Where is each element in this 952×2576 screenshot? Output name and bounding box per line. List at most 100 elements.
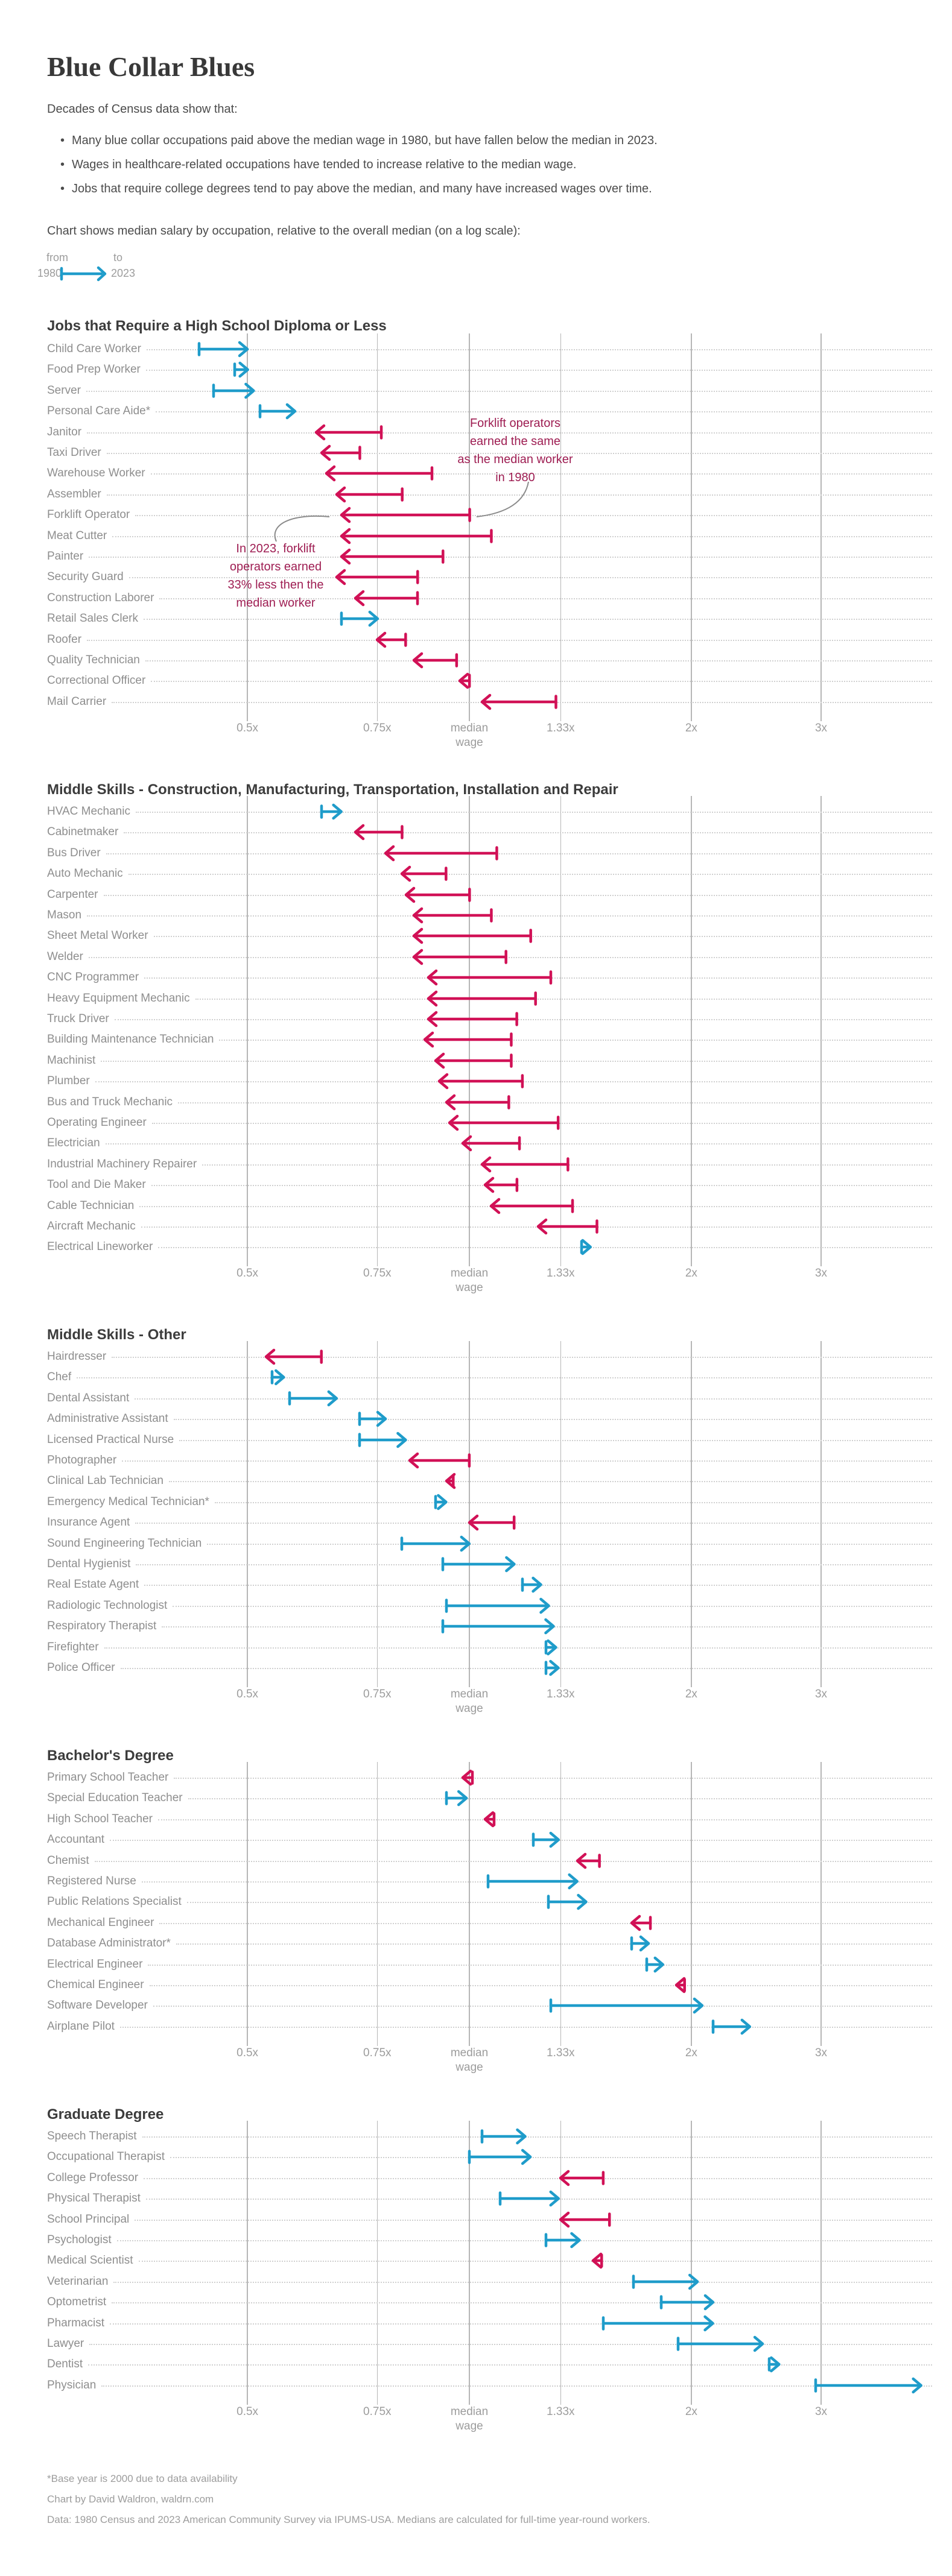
annotation-connector-2023 bbox=[274, 516, 330, 542]
occupation-label: Taxi Driver bbox=[47, 446, 101, 459]
trend-arrow-down bbox=[427, 1011, 519, 1028]
occupation-row: Roofer bbox=[0, 630, 932, 650]
occupation-row: Physical Therapist bbox=[0, 2188, 932, 2209]
axis-tick-label: 1.33x bbox=[547, 1688, 575, 1700]
occupation-label: Accountant bbox=[47, 1833, 105, 1846]
trend-arrow-down bbox=[480, 693, 557, 710]
trend-arrow-up bbox=[258, 403, 297, 420]
occupation-label: Speech Therapist bbox=[47, 2130, 137, 2142]
occupation-label: Firefighter bbox=[47, 1640, 99, 1653]
occupation-label: Industrial Machinery Repairer bbox=[47, 1157, 197, 1170]
trend-arrow-up bbox=[544, 1639, 557, 1655]
occupation-label: Registered Nurse bbox=[47, 1875, 136, 1887]
bullet-item: • Many blue collar occupations paid above… bbox=[60, 134, 658, 148]
row-leader-dots bbox=[77, 1377, 932, 1379]
trend-arrow-up bbox=[711, 2018, 751, 2035]
axis-tick-label: 0.5x bbox=[236, 2046, 259, 2059]
occupation-label: Server bbox=[47, 384, 81, 397]
occupation-label: Licensed Practical Nurse bbox=[47, 1433, 174, 1446]
occupation-row: Machinist bbox=[0, 1050, 932, 1071]
row-leader-dots bbox=[110, 1840, 932, 1842]
occupation-row: High School Teacher bbox=[0, 1809, 932, 1829]
occupation-row: School Principal bbox=[0, 2209, 932, 2230]
trend-arrow-down bbox=[630, 1915, 652, 1931]
gridline-2x bbox=[691, 1762, 692, 2046]
row-leader-dots bbox=[135, 2219, 932, 2221]
trend-arrow-down bbox=[462, 1135, 521, 1152]
occupation-row: Veterinarian bbox=[0, 2271, 932, 2292]
occupation-label: HVAC Mechanic bbox=[47, 805, 130, 818]
row-leader-dots bbox=[112, 1357, 932, 1358]
annotation-line: as the median worker bbox=[457, 453, 573, 466]
row-leader-dots bbox=[119, 2026, 932, 2028]
occupation-row: Aircraft Mechanic bbox=[0, 1216, 932, 1237]
axis-tick-label: 0.75x bbox=[363, 2405, 392, 2418]
row-leader-dots bbox=[151, 1185, 932, 1187]
occupation-row: Janitor bbox=[0, 422, 932, 443]
occupation-label: Physical Therapist bbox=[47, 2192, 141, 2205]
occupation-label: Janitor bbox=[47, 425, 82, 438]
bullet-text: Many blue collar occupations paid above … bbox=[72, 134, 658, 147]
occupation-row: Meat Cutter bbox=[0, 526, 932, 546]
occupation-row: Welder bbox=[0, 947, 932, 967]
row-leader-dots bbox=[113, 2281, 932, 2283]
occupation-label: Sheet Metal Worker bbox=[47, 929, 148, 942]
trend-arrow-up bbox=[659, 2294, 715, 2311]
trend-arrow-down bbox=[458, 673, 471, 689]
trend-arrow-down bbox=[340, 507, 471, 523]
gridline-1.33x bbox=[560, 1341, 562, 1687]
trend-arrow-down bbox=[462, 1769, 474, 1786]
trend-arrow-up bbox=[645, 1956, 665, 1972]
occupation-label: Forklift Operator bbox=[47, 508, 130, 522]
annotation-line: median worker bbox=[236, 596, 316, 610]
occupation-label: Tool and Die Maker bbox=[47, 1178, 146, 1192]
occupation-row: Pharmacist bbox=[0, 2313, 932, 2334]
annotation-connector-1980 bbox=[476, 481, 529, 517]
axis-tick-label: 2x bbox=[685, 1688, 697, 1700]
row-leader-dots bbox=[148, 1964, 932, 1966]
gridline-2x bbox=[691, 1341, 692, 1687]
gridline-3x bbox=[820, 1762, 822, 2046]
row-leader-dots bbox=[138, 2261, 932, 2262]
gridline-3x bbox=[820, 2121, 822, 2405]
occupation-label: School Principal bbox=[47, 2212, 130, 2226]
annotation-line: Forklift operators bbox=[469, 417, 561, 430]
trend-arrow-up bbox=[580, 1239, 592, 1255]
page-title: Blue Collar Blues bbox=[47, 51, 255, 82]
row-leader-dots bbox=[174, 1778, 932, 1779]
bullet-text: Jobs that require college degrees tend t… bbox=[72, 182, 652, 195]
trend-arrow-up bbox=[358, 1410, 387, 1427]
gridline-2x bbox=[691, 333, 692, 721]
annotation-line: in 1980 bbox=[495, 471, 535, 484]
occupation-label: Chef bbox=[47, 1371, 72, 1384]
annotation-forklift-2023: In 2023, forklift operators earned 33% les… bbox=[167, 540, 384, 612]
occupation-row: Forklift Operator bbox=[0, 505, 932, 525]
trend-arrow-down bbox=[412, 949, 507, 965]
axis-tick-label: median bbox=[450, 2405, 489, 2418]
occupation-row: Physician bbox=[0, 2375, 932, 2396]
occupation-row: Painter bbox=[0, 546, 932, 567]
legend-to-label: to bbox=[113, 251, 123, 264]
occupation-row: Lawyer bbox=[0, 2334, 932, 2354]
gridline-1.33x bbox=[560, 2121, 562, 2405]
occupation-label: College Professor bbox=[47, 2171, 139, 2184]
bullet-item: • Wages in healthcare-related occupations… bbox=[60, 158, 576, 172]
gridline-median bbox=[469, 796, 470, 1266]
occupation-row: Retail Sales Clerk bbox=[0, 608, 932, 629]
row-leader-dots bbox=[89, 2344, 932, 2345]
occupation-label: Software Developer bbox=[47, 1999, 148, 2012]
occupation-label: Mason bbox=[47, 909, 82, 921]
occupation-row: Mason bbox=[0, 905, 932, 926]
trend-arrow-down bbox=[437, 1073, 524, 1090]
row-leader-dots bbox=[173, 1419, 932, 1421]
occupation-label: Personal Care Aide* bbox=[47, 405, 151, 418]
occupation-label: Database Administrator* bbox=[47, 1937, 171, 1950]
occupation-label: Police Officer bbox=[47, 1661, 115, 1674]
row-leader-dots bbox=[141, 1226, 932, 1228]
gridline-2x bbox=[691, 796, 692, 1266]
occupation-label: Special Education Teacher bbox=[47, 1792, 183, 1805]
row-leader-dots bbox=[112, 535, 932, 537]
trend-arrow-up bbox=[544, 1659, 560, 1676]
axis-tick-label-line2: wage bbox=[455, 2060, 483, 2074]
